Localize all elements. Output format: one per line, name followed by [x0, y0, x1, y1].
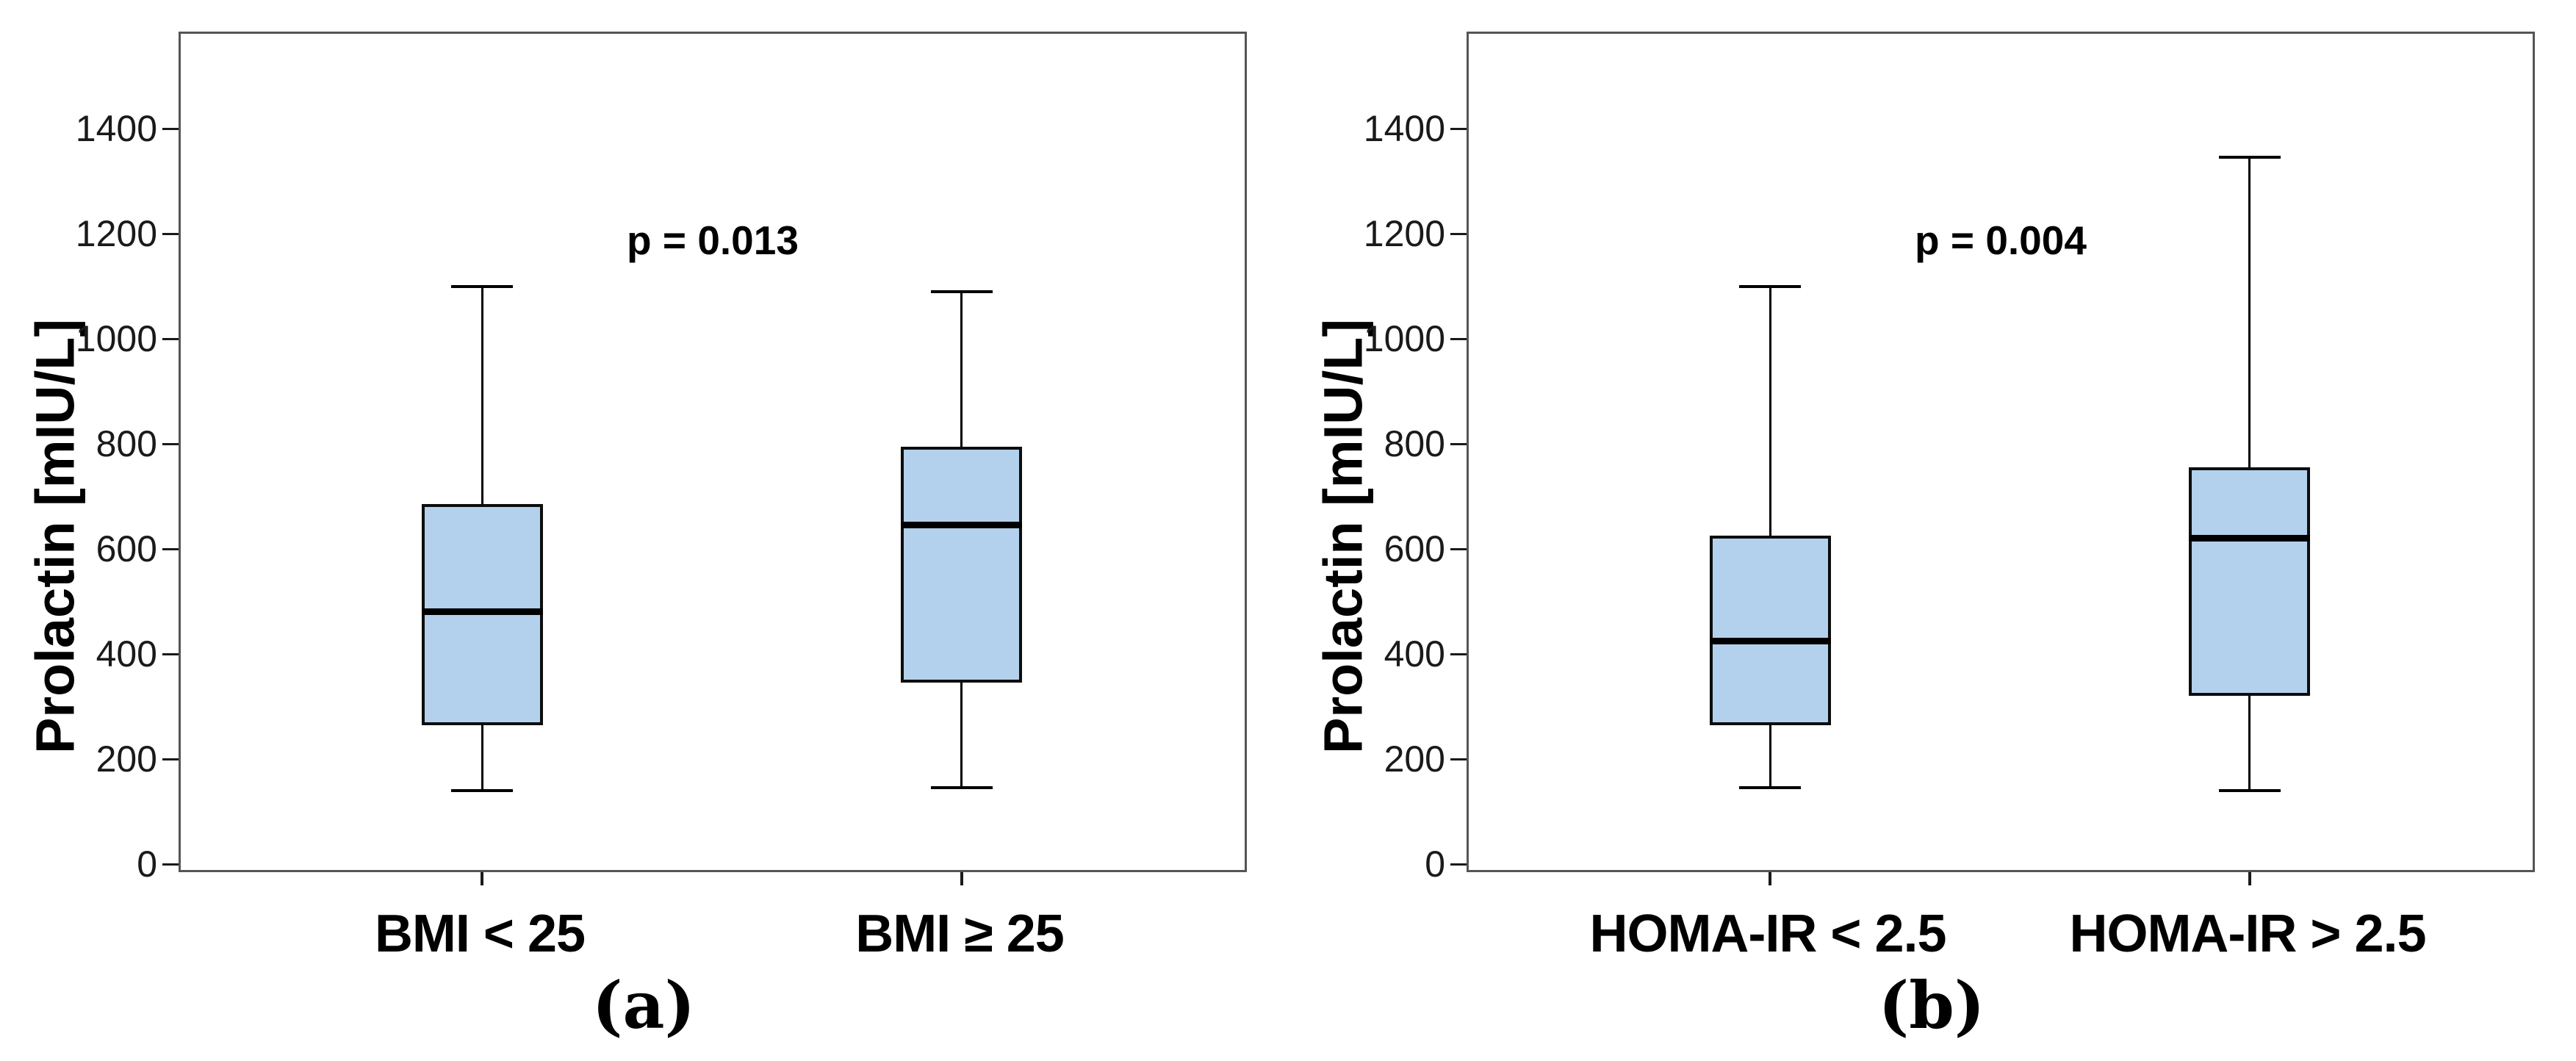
panel-caption: (b): [1878, 967, 1985, 1043]
whisker-cap-lower: [930, 786, 993, 790]
whisker-cap-upper: [451, 284, 514, 288]
x-axis-tick: [1769, 872, 1772, 885]
x-category-label: HOMA-IR < 2.5: [1589, 904, 1946, 963]
y-axis-tick-label: 1000: [75, 318, 157, 359]
y-axis-tick: [1450, 442, 1467, 445]
plot-frame-a: 0 200 400 600 800 1000 1200 1400: [76, 32, 1247, 885]
y-axis-tick-label: 400: [96, 633, 157, 675]
y-axis-tick-label: 800: [96, 423, 157, 464]
panel-a: Prolactin [mIU/L] 0 200 400 600 800 1000 1200 1…: [25, 32, 1247, 1043]
y-axis-tick: [162, 127, 179, 130]
y-axis-tick-label: 0: [137, 844, 157, 885]
y-axis-tick: [1450, 232, 1467, 235]
whisker-cap-lower: [451, 788, 514, 792]
whisker-cap-upper: [1739, 284, 1802, 288]
y-axis-tick-label: 600: [96, 528, 157, 569]
x-axis-tick: [481, 872, 484, 885]
p-value-annotation: p = 0.013: [627, 217, 799, 263]
panel-b: Prolactin [mIU/L] 0 200 400 600 800 1000 1200 1…: [1288, 0, 2576, 1061]
y-axis-tick-label: 1400: [1363, 108, 1445, 149]
y-axis-tick-label: 1000: [1363, 318, 1445, 359]
whisker-cap-lower: [1739, 786, 1802, 790]
y-axis-tick-label: 600: [1384, 528, 1445, 569]
y-axis-tick: [162, 547, 179, 550]
whisker-cap-lower: [2218, 788, 2281, 792]
y-axis-tick: [162, 232, 179, 235]
y-axis-tick: [162, 337, 179, 340]
x-axis-tick: [2248, 872, 2251, 885]
y-axis-tick-label: 1200: [75, 213, 157, 254]
y-axis-tick-label: 200: [96, 738, 157, 780]
boxplot-median: [1709, 637, 1831, 644]
y-axis-tick: [1450, 652, 1467, 655]
y-axis-tick-label: 1200: [1363, 213, 1445, 254]
boxplot-box: [901, 446, 1023, 683]
y-axis-tick: [162, 758, 179, 760]
x-category-label: HOMA-IR > 2.5: [2069, 904, 2426, 963]
y-axis-tick-label: 400: [1384, 633, 1445, 675]
whisker-cap-upper: [930, 289, 993, 293]
boxplot-box: [2189, 467, 2311, 697]
y-axis-tick-label: 200: [1384, 738, 1445, 780]
panel-caption: (a): [591, 967, 696, 1043]
x-axis-tick: [960, 872, 963, 885]
y-axis-tick-label: 0: [1425, 844, 1445, 885]
y-axis-tick: [1450, 127, 1467, 130]
y-axis-tick: [1450, 863, 1467, 866]
x-category-label: BMI ≥ 25: [855, 904, 1065, 963]
y-axis-tick: [162, 863, 179, 866]
p-value-annotation: p = 0.004: [1915, 217, 2087, 263]
boxplot-median: [421, 608, 543, 616]
plot-frame-b: 0 200 400 600 800 1000 1200 1400: [1364, 32, 2535, 885]
y-axis-tick-label: 1400: [75, 108, 157, 149]
boxplot-median: [2189, 535, 2311, 542]
y-axis-tick: [1450, 758, 1467, 760]
y-axis-tick: [162, 442, 179, 445]
y-axis-tick: [1450, 337, 1467, 340]
y-axis-tick: [162, 652, 179, 655]
boxplot-box: [1709, 536, 1831, 725]
y-axis-tick-label: 800: [1384, 423, 1445, 464]
y-axis-tick: [1450, 547, 1467, 550]
x-category-label: BMI < 25: [374, 904, 586, 963]
whisker-cap-upper: [2218, 156, 2281, 159]
boxplot-median: [901, 522, 1023, 529]
